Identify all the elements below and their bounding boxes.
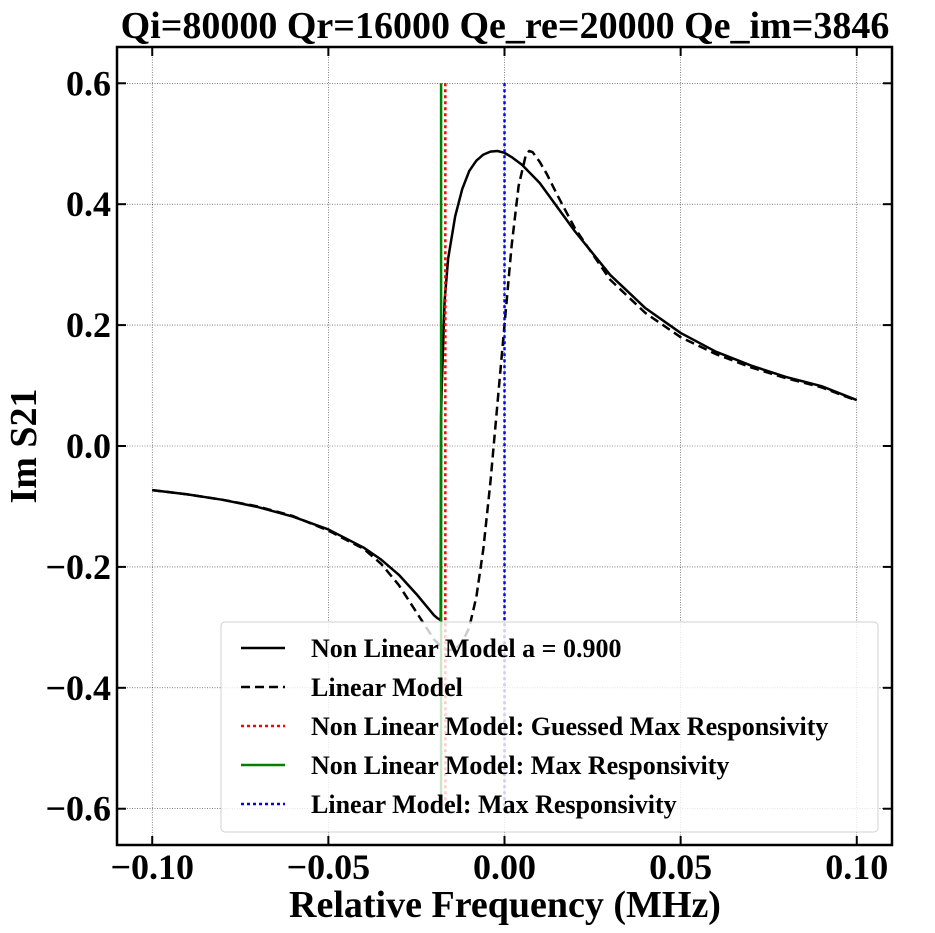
y-tick-label: 0.6 [66, 63, 111, 103]
y-tick-label: 0.2 [66, 305, 111, 345]
x-tick-label: −0.10 [110, 847, 194, 887]
legend-label: Non Linear Model: Guessed Max Responsivi… [311, 712, 828, 741]
series-linear-model [152, 149, 858, 652]
x-tick-label: 0.10 [825, 847, 888, 887]
y-tick-label: −0.2 [45, 547, 111, 587]
legend-label: Linear Model: Max Responsivity [311, 790, 677, 819]
x-tick-label: 0.00 [473, 847, 536, 887]
x-tick-label: −0.05 [287, 847, 371, 887]
legend-label: Non Linear Model a = 0.900 [311, 634, 621, 663]
y-tick-label: −0.4 [45, 668, 111, 708]
y-axis-label: Im S21 [3, 388, 45, 503]
legend-box [220, 621, 879, 833]
series-non-linear-model-a-0-900 [152, 149, 858, 622]
y-tick-label: −0.6 [45, 789, 111, 829]
x-tick-label: 0.05 [649, 847, 712, 887]
legend: Non Linear Model a = 0.900 Linear Model No… [220, 621, 879, 833]
axes-frame [115, 45, 894, 847]
y-tick-label: 0.0 [66, 426, 111, 466]
legend-label: Linear Model [311, 673, 463, 702]
y-tick-label: 0.4 [66, 184, 111, 224]
legend-label: Non Linear Model: Max Responsivity [311, 751, 729, 780]
x-axis-label: Relative Frequency (MHz) [289, 884, 721, 926]
chart-title: Qi=80000 Qr=16000 Qe_re=20000 Qe_im=3846 [121, 5, 890, 47]
axis-ticks: −0.10 −0.05 0.00 0.05 0.10 −0.6 −0.4 −0.2 0.0 0.2… [45, 47, 892, 887]
